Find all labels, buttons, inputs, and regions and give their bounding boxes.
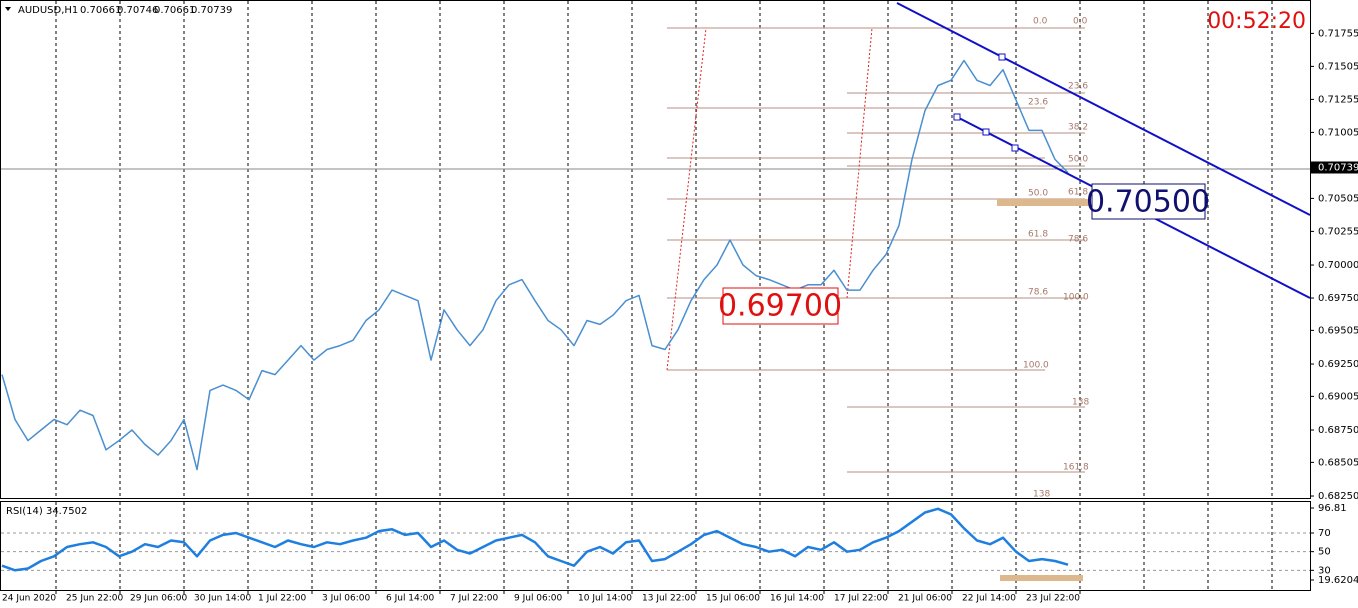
x-tick-label: 22 Jul 14:00 <box>962 594 1016 604</box>
rsi-frame <box>0 501 1311 591</box>
header-symbol: AUDUSD,H1 <box>18 5 78 16</box>
y-tick-label: 0.68505 <box>1318 457 1358 468</box>
y-tick-label: 0.69505 <box>1318 325 1358 336</box>
series-line <box>1 507 1069 572</box>
current-price-box <box>1311 161 1358 174</box>
fib-label: 100.0 <box>1023 361 1049 371</box>
y-tick-label: 0.71505 <box>1318 61 1358 72</box>
x-tick-label: 10 Jul 14:00 <box>578 594 632 604</box>
y-tick-label: 0.69005 <box>1318 391 1358 402</box>
x-tick-label: 23 Jul 22:00 <box>1026 594 1080 604</box>
fib-label: 138 <box>1072 398 1089 408</box>
channel-point <box>998 53 1006 61</box>
fib-label: 0.0 <box>1073 17 1088 27</box>
x-tick-label: 15 Jul 06:00 <box>706 594 760 604</box>
current-price-label: 0.70739 <box>1318 162 1358 173</box>
y-tick-label: 0.68750 <box>1318 425 1358 436</box>
fib-trend <box>666 27 707 371</box>
price-frame <box>0 0 1311 499</box>
fib-label: 161.8 <box>1063 463 1089 473</box>
x-tick-label: 9 Jul 06:00 <box>514 594 563 604</box>
fib-label: 23.6 <box>1068 82 1088 92</box>
x-tick-label: 16 Jul 14:00 <box>770 594 824 604</box>
y-tick-label: 0.70000 <box>1318 260 1358 271</box>
fib-label: 100.0 <box>1063 293 1089 303</box>
y-tick-label: 19.6204 <box>1318 575 1358 586</box>
fib-label: 61.8 <box>1068 188 1088 198</box>
fib-label: 138 <box>1033 490 1050 500</box>
fib-label: 78.6 <box>1028 288 1048 298</box>
x-tick-label: 29 Jun 06:00 <box>130 594 187 604</box>
annotation: 0.70500 <box>1086 185 1210 220</box>
y-tick-label: 0.71255 <box>1318 94 1358 105</box>
rsi-zone <box>1000 575 1083 581</box>
fibonacci: 0.0 0.0 23.6 23.6 38.2 50.0 50.0 61.8 61… <box>666 17 1089 500</box>
x-tick-label: 6 Jul 14:00 <box>386 594 435 604</box>
header-high: 0.70746 <box>117 5 158 16</box>
y-tick-label: 0.71005 <box>1318 127 1358 138</box>
menu-arrow[interactable] <box>5 7 11 11</box>
header-low: 0.70661 <box>154 5 195 16</box>
header-close: 0.70739 <box>191 5 232 16</box>
fib-label: 23.6 <box>1028 98 1048 108</box>
y-tick-label: 0.68250 <box>1318 491 1358 502</box>
x-tick-label: 21 Jul 06:00 <box>898 594 952 604</box>
fib-label: 38.2 <box>1068 123 1088 133</box>
y-tick-label: 0.70255 <box>1318 226 1358 237</box>
support-zone <box>997 199 1090 206</box>
fib-label: 78.6 <box>1068 235 1088 245</box>
y-tick-label: 0.69750 <box>1318 293 1358 304</box>
x-tick-label: 24 Jun 2020 <box>2 594 56 604</box>
y-tick-label: 70 <box>1318 528 1331 539</box>
channel-point <box>982 128 990 136</box>
x-tick-label: 13 Jul 22:00 <box>642 594 696 604</box>
channel-upper <box>896 2 1311 216</box>
x-tick-label: 1 Jul 22:00 <box>258 594 307 604</box>
series-line <box>1 59 1069 471</box>
x-tick-label: 3 Jul 06:00 <box>322 594 371 604</box>
annotation-box <box>1091 183 1206 220</box>
y-tick-label: 0.69250 <box>1318 359 1358 370</box>
fib-label: 50.0 <box>1068 155 1088 165</box>
timer: 00:52:20 <box>1207 9 1306 34</box>
x-tick-label: 25 Jun 22:00 <box>66 594 123 604</box>
y-tick-label: 96.81 <box>1318 503 1347 514</box>
fib-label: 0.0 <box>1033 17 1048 27</box>
y-tick-label: 30 <box>1318 565 1331 576</box>
y-tick-label: 0.70505 <box>1318 193 1358 204</box>
annotation: 0.69700 <box>718 289 842 324</box>
fib-label: 50.0 <box>1028 189 1048 199</box>
annotation-box <box>722 287 839 325</box>
x-tick-label: 30 Jun 14:00 <box>194 594 251 604</box>
fib-label: 61.8 <box>1028 230 1048 240</box>
channel-point <box>1011 144 1019 152</box>
y-tick-label: 0.71755 <box>1318 28 1358 39</box>
y-tick-label: 50 <box>1318 547 1331 558</box>
channel-point <box>953 113 961 121</box>
fib-trend <box>846 27 873 299</box>
series <box>1 59 1069 572</box>
rsi-title: RSI(14) 34.7502 <box>6 506 87 517</box>
x-tick-label: 7 Jul 22:00 <box>450 594 499 604</box>
x-tick-label: 17 Jul 22:00 <box>834 594 888 604</box>
header-open: 0.70661 <box>80 5 121 16</box>
